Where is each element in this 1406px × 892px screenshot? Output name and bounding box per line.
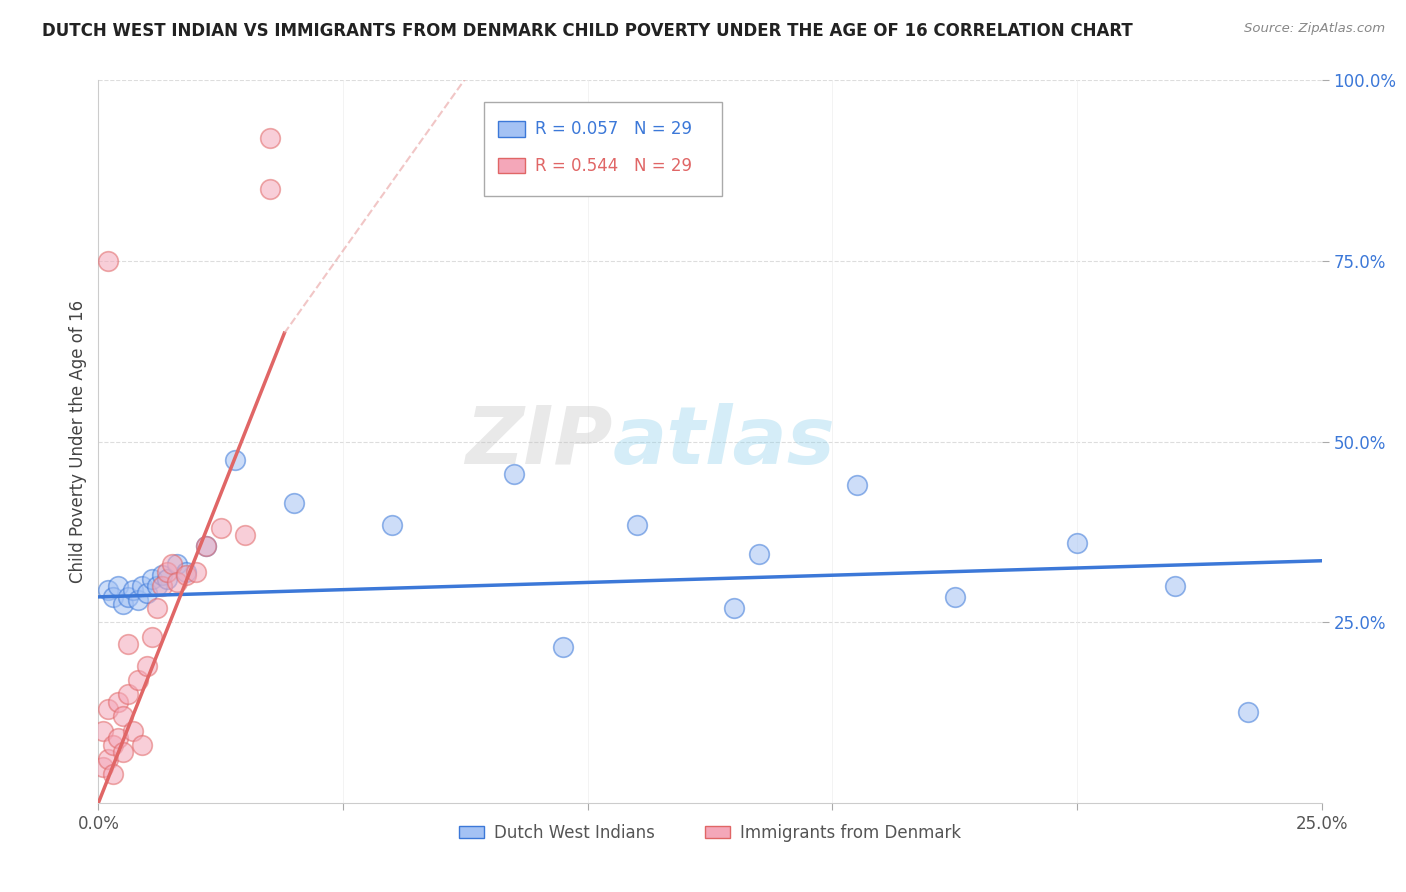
- Point: [111, 709, 134, 723]
- Text: DUTCH WEST INDIAN VS IMMIGRANTS FROM DENMARK CHILD POVERTY UNDER THE AGE OF 16 C: DUTCH WEST INDIAN VS IMMIGRANTS FROM DEN…: [42, 22, 1133, 40]
- FancyBboxPatch shape: [484, 102, 723, 196]
- Point: [503, 467, 526, 481]
- Point: [121, 723, 143, 738]
- Point: [97, 582, 120, 597]
- Point: [224, 452, 246, 467]
- FancyBboxPatch shape: [498, 121, 526, 137]
- Point: [233, 528, 256, 542]
- Point: [150, 568, 173, 582]
- Point: [97, 752, 120, 766]
- Point: [141, 630, 163, 644]
- Point: [131, 738, 153, 752]
- Point: [156, 572, 179, 586]
- Point: [186, 565, 208, 579]
- Legend: Dutch West Indians, Immigrants from Denmark: Dutch West Indians, Immigrants from Denm…: [453, 817, 967, 848]
- Point: [136, 658, 159, 673]
- Point: [131, 579, 153, 593]
- Point: [111, 745, 134, 759]
- Point: [146, 579, 169, 593]
- Point: [209, 521, 232, 535]
- Point: [553, 640, 575, 655]
- Point: [141, 572, 163, 586]
- Point: [381, 517, 404, 532]
- Text: ZIP: ZIP: [465, 402, 612, 481]
- Point: [101, 767, 124, 781]
- Point: [121, 582, 143, 597]
- Point: [101, 590, 124, 604]
- Point: [136, 586, 159, 600]
- Text: R = 0.057   N = 29: R = 0.057 N = 29: [536, 120, 692, 138]
- Point: [259, 182, 281, 196]
- Point: [117, 687, 139, 701]
- Point: [195, 539, 218, 553]
- Point: [97, 702, 120, 716]
- Text: R = 0.544   N = 29: R = 0.544 N = 29: [536, 156, 692, 175]
- Point: [91, 760, 114, 774]
- Point: [150, 579, 173, 593]
- Point: [117, 590, 139, 604]
- Point: [91, 723, 114, 738]
- Point: [117, 637, 139, 651]
- Point: [943, 590, 966, 604]
- FancyBboxPatch shape: [498, 158, 526, 173]
- Point: [176, 565, 198, 579]
- Point: [156, 565, 179, 579]
- Point: [176, 568, 198, 582]
- Point: [748, 547, 770, 561]
- Point: [283, 496, 305, 510]
- Point: [160, 558, 183, 572]
- Text: Source: ZipAtlas.com: Source: ZipAtlas.com: [1244, 22, 1385, 36]
- Point: [845, 478, 868, 492]
- Point: [259, 131, 281, 145]
- Y-axis label: Child Poverty Under the Age of 16: Child Poverty Under the Age of 16: [69, 300, 87, 583]
- Point: [146, 600, 169, 615]
- Point: [97, 253, 120, 268]
- Point: [166, 575, 188, 590]
- Point: [127, 673, 149, 687]
- Point: [723, 600, 745, 615]
- Point: [107, 579, 129, 593]
- Point: [166, 558, 188, 572]
- Point: [195, 539, 218, 553]
- Point: [107, 731, 129, 745]
- Point: [111, 597, 134, 611]
- Point: [127, 593, 149, 607]
- Point: [1066, 535, 1088, 549]
- Point: [1237, 706, 1260, 720]
- Point: [107, 695, 129, 709]
- Text: atlas: atlas: [612, 402, 835, 481]
- Point: [1164, 579, 1187, 593]
- Point: [101, 738, 124, 752]
- Point: [626, 517, 648, 532]
